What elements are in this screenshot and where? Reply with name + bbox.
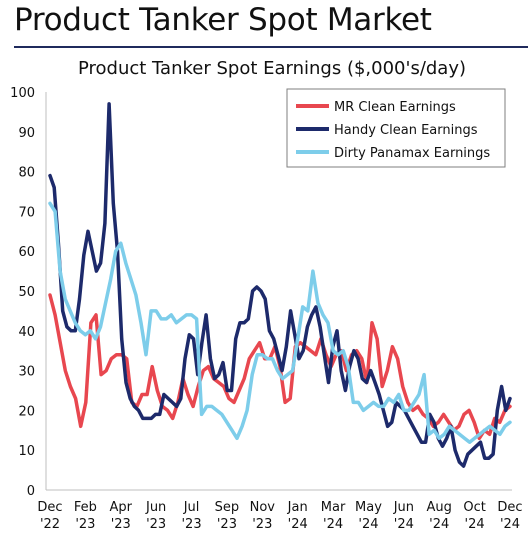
- x-tick-label-month: Dec: [497, 500, 522, 515]
- y-tick-label: 60: [18, 245, 35, 260]
- y-tick-label: 80: [18, 166, 35, 181]
- y-axis-ticks: 0 10 20 30 40 50 60 70 80 90 100: [10, 86, 35, 499]
- x-axis-ticks: Dec '22 Feb '23 Apr '23 Jun '23 Jul '23 Sep '23 Nov '…: [37, 500, 522, 532]
- x-tick-label-month: Sep: [215, 500, 240, 515]
- y-tick-label: 90: [18, 126, 35, 141]
- x-tick-label-year: '24: [358, 517, 378, 532]
- y-tick-label: 100: [10, 86, 35, 101]
- series-line-3: [48, 201, 512, 444]
- x-tick-label-year: '23: [252, 517, 272, 532]
- x-tick-label-year: '22: [40, 517, 60, 532]
- page-title: Product Tanker Spot Market: [14, 2, 432, 38]
- y-tick-label: 0: [27, 484, 35, 499]
- x-tick-label-month: Nov: [250, 500, 276, 515]
- x-tick-label-month: May: [355, 500, 382, 515]
- chart-title: Product Tanker Spot Earnings ($,000's/da…: [78, 58, 466, 79]
- x-tick-label-month: Jun: [393, 500, 414, 515]
- x-tick-label-month: Jan: [287, 500, 308, 515]
- x-tick-label-month: Jun: [145, 500, 166, 515]
- x-tick-label-year: '24: [394, 517, 414, 532]
- y-tick-label: 50: [18, 285, 35, 300]
- x-tick-label-month: Oct: [463, 500, 485, 515]
- x-tick-label-month: Jul: [183, 500, 200, 515]
- x-tick-label-month: Mar: [321, 500, 346, 515]
- x-tick-label-year: '23: [217, 517, 237, 532]
- x-tick-label-year: '24: [323, 517, 343, 532]
- x-tick-label-year: '23: [181, 517, 201, 532]
- y-tick-label: 30: [18, 365, 35, 380]
- series-lines: [48, 102, 512, 468]
- x-tick-label-year: '23: [75, 517, 95, 532]
- x-tick-label-month: Apr: [110, 500, 133, 515]
- x-tick-label-month: Feb: [74, 500, 97, 515]
- legend-label: Dirty Panamax Earnings: [334, 146, 490, 161]
- legend-label: MR Clean Earnings: [334, 100, 456, 115]
- legend: MR Clean Earnings Handy Clean Earnings Dir…: [286, 88, 506, 168]
- y-tick-label: 70: [18, 205, 35, 220]
- x-tick-label-year: '24: [429, 517, 449, 532]
- x-tick-label-month: Dec: [37, 500, 62, 515]
- x-tick-label-year: '24: [288, 517, 308, 532]
- x-tick-label-year: '23: [111, 517, 131, 532]
- x-tick-label-year: '24: [465, 517, 485, 532]
- y-tick-label: 10: [18, 444, 35, 459]
- series-line-2: [48, 102, 512, 468]
- x-tick-label-month: Aug: [427, 500, 452, 515]
- y-tick-label: 20: [18, 404, 35, 419]
- x-tick-label-year: '23: [146, 517, 166, 532]
- y-tick-label: 40: [18, 325, 35, 340]
- title-divider: [14, 46, 528, 48]
- x-tick-label-year: '24: [500, 517, 520, 532]
- legend-label: Handy Clean Earnings: [334, 123, 478, 138]
